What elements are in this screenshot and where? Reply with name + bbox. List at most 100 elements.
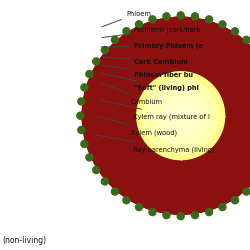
Circle shape (111, 188, 118, 195)
Wedge shape (159, 169, 170, 182)
Circle shape (143, 79, 217, 154)
Wedge shape (197, 166, 209, 180)
Wedge shape (127, 166, 142, 182)
Wedge shape (163, 158, 172, 171)
Wedge shape (241, 135, 250, 148)
Wedge shape (178, 38, 188, 50)
Wedge shape (178, 49, 187, 61)
Circle shape (230, 197, 237, 204)
Circle shape (78, 98, 84, 105)
Wedge shape (234, 148, 250, 162)
Wedge shape (178, 61, 186, 73)
Wedge shape (187, 182, 199, 194)
Circle shape (148, 17, 155, 24)
Wedge shape (174, 160, 182, 172)
Wedge shape (202, 151, 214, 164)
Wedge shape (201, 54, 213, 68)
Wedge shape (173, 171, 182, 183)
Circle shape (152, 88, 208, 145)
Wedge shape (146, 68, 158, 82)
Circle shape (94, 30, 250, 203)
Wedge shape (225, 142, 239, 156)
Wedge shape (135, 142, 148, 154)
Wedge shape (113, 116, 125, 125)
Wedge shape (114, 128, 128, 139)
Wedge shape (246, 121, 250, 132)
Wedge shape (120, 58, 135, 73)
Wedge shape (217, 87, 231, 99)
Circle shape (218, 22, 225, 29)
Wedge shape (217, 152, 231, 166)
Circle shape (135, 22, 142, 29)
Wedge shape (135, 142, 148, 154)
Circle shape (122, 28, 130, 35)
Wedge shape (188, 62, 197, 75)
Wedge shape (119, 139, 133, 151)
Circle shape (143, 79, 217, 154)
Wedge shape (194, 156, 204, 169)
Wedge shape (140, 174, 155, 189)
Circle shape (242, 37, 249, 44)
Wedge shape (129, 66, 143, 80)
Wedge shape (102, 100, 114, 111)
Wedge shape (135, 158, 149, 172)
Circle shape (99, 36, 250, 197)
Wedge shape (228, 62, 244, 77)
Wedge shape (196, 65, 208, 78)
Wedge shape (104, 84, 119, 98)
Circle shape (101, 38, 250, 195)
Wedge shape (146, 68, 158, 82)
Wedge shape (231, 132, 244, 143)
Wedge shape (223, 120, 235, 128)
Wedge shape (139, 58, 152, 72)
Wedge shape (161, 38, 173, 51)
Wedge shape (103, 130, 117, 143)
Circle shape (86, 71, 92, 78)
Wedge shape (124, 116, 137, 124)
Circle shape (136, 72, 224, 160)
Circle shape (94, 30, 250, 203)
Circle shape (96, 32, 250, 201)
Text: "Soft" (living) phl: "Soft" (living) phl (101, 74, 198, 91)
Circle shape (191, 14, 198, 21)
Wedge shape (220, 70, 234, 84)
Wedge shape (212, 78, 225, 90)
Wedge shape (113, 102, 126, 112)
Wedge shape (217, 87, 231, 99)
Wedge shape (178, 38, 188, 50)
Wedge shape (208, 160, 221, 174)
Wedge shape (119, 139, 133, 151)
Wedge shape (101, 116, 114, 127)
Circle shape (96, 32, 250, 201)
Wedge shape (173, 171, 182, 183)
Wedge shape (220, 128, 233, 139)
Wedge shape (120, 58, 135, 73)
Circle shape (101, 178, 108, 185)
Circle shape (101, 38, 250, 195)
Wedge shape (234, 148, 250, 162)
Wedge shape (201, 177, 214, 191)
Wedge shape (237, 75, 250, 89)
Circle shape (176, 213, 184, 220)
Wedge shape (146, 41, 159, 56)
Circle shape (92, 59, 99, 66)
Wedge shape (228, 62, 244, 77)
Wedge shape (140, 174, 155, 189)
Wedge shape (217, 152, 231, 166)
Circle shape (88, 24, 250, 208)
Wedge shape (225, 160, 240, 175)
Wedge shape (214, 169, 228, 184)
Circle shape (84, 21, 250, 212)
Wedge shape (223, 120, 235, 128)
Circle shape (176, 13, 184, 20)
Wedge shape (114, 128, 128, 139)
Wedge shape (172, 183, 182, 195)
Wedge shape (156, 180, 168, 194)
Circle shape (162, 14, 169, 21)
Circle shape (84, 21, 250, 212)
Wedge shape (116, 156, 132, 171)
Wedge shape (235, 107, 247, 116)
Wedge shape (184, 159, 193, 171)
Circle shape (205, 209, 212, 216)
Circle shape (191, 212, 198, 219)
